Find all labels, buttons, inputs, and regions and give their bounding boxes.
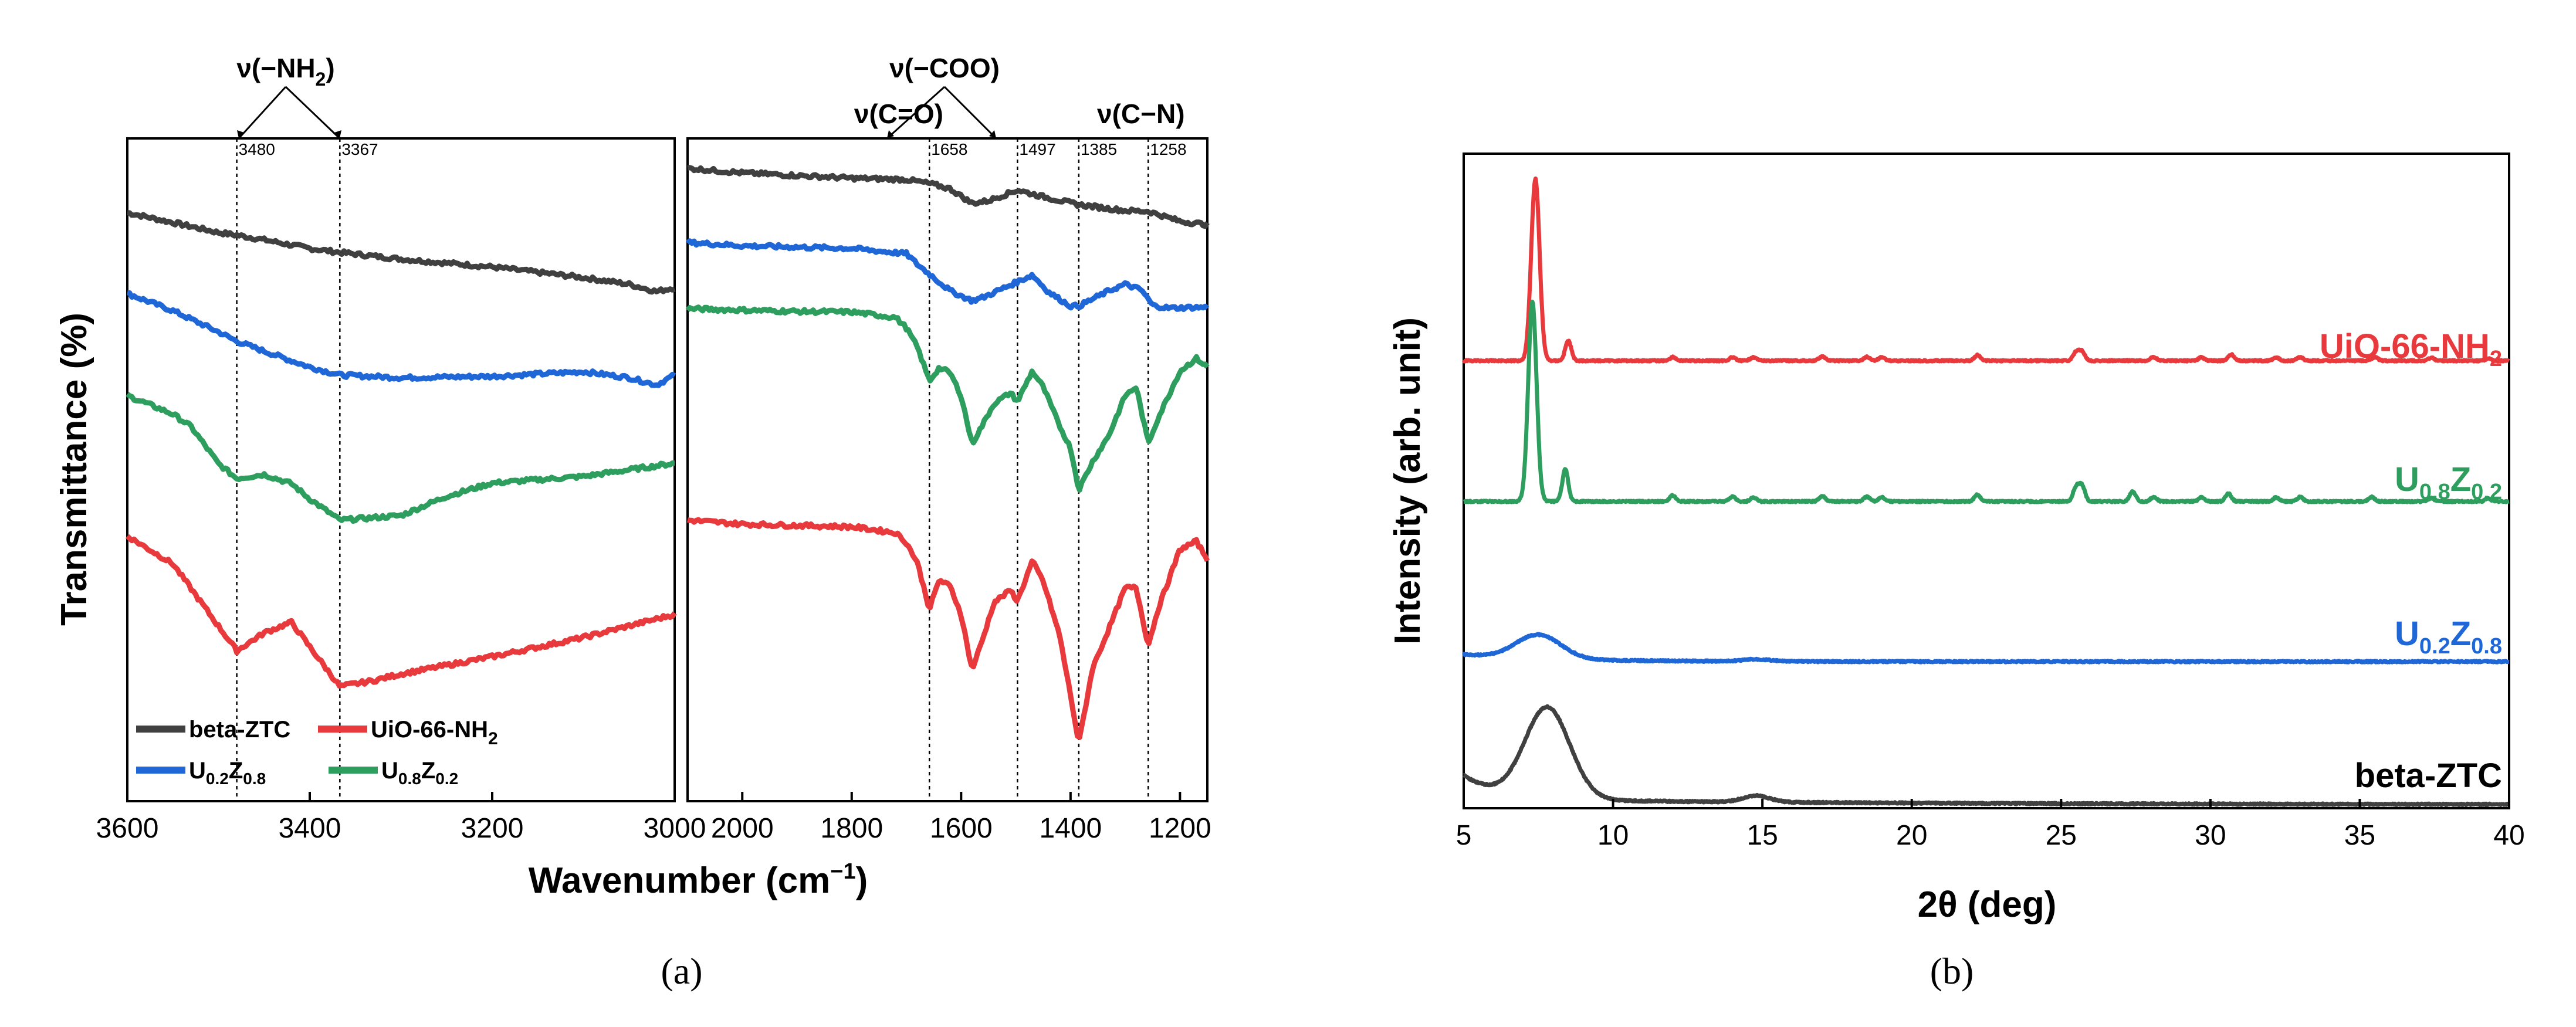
xrd-x-tick-label-40: 40: [2493, 820, 2524, 851]
x-axis-title-2theta: 2θ (deg): [1918, 884, 2057, 925]
ftir-right-reference-label-1258: 1258: [1150, 140, 1186, 158]
xrd-x-tick-label-25: 25: [2046, 820, 2077, 851]
annotation-nh2: ν(−NH2): [236, 53, 334, 90]
panel-a-left-plot: 3480 3367 3600 3400 3200 3000 beta-ZTC UiO-6…: [54, 53, 706, 844]
panel-b-frame: [1463, 152, 2510, 809]
series-label-u02-u: U: [2395, 615, 2419, 653]
xrd-x-tick-label-35: 35: [2344, 820, 2375, 851]
ftir-right-reference-label-1385: 1385: [1081, 140, 1117, 158]
panel-a-right-plot: 1658 1497 1385 1258 2000 1800 1600 1400 1200 ν(…: [685, 53, 1211, 844]
series-label-u02-sub2: 0.8: [2471, 634, 2502, 659]
xrd-series-u0-8z0-2: [1462, 299, 2511, 504]
series-label-u08-sub2: 0.2: [2471, 480, 2502, 504]
series-label-u02-sub1: 0.2: [2419, 634, 2450, 659]
legend-u02-z: Z: [229, 758, 243, 784]
legend-uio-sub: 2: [488, 729, 498, 748]
panel-a-right-frame: [686, 137, 1209, 802]
series-label-beta-ztc: beta-ZTC: [2355, 757, 2502, 795]
ftir-right-x-tick-label-1400: 1400: [1039, 813, 1102, 844]
ftir-right-reference-label-1497: 1497: [1019, 140, 1055, 158]
ftir-left-series-u0-8z0-2: [126, 392, 675, 524]
ftir-right-series-uio-66-nh2: [686, 517, 1210, 740]
ftir-right-series-beta-ztc: [687, 165, 1210, 229]
y-axis-title-transmittance: Transmittance (%): [54, 313, 94, 626]
panel-a-left-frame: [126, 137, 676, 802]
legend-u02-u: U: [189, 758, 206, 784]
ftir-right-x-tick-label-1600: 1600: [930, 813, 993, 844]
series-label-uio-main: UiO-66-NH: [2320, 327, 2490, 365]
series-label-u02-z: Z: [2450, 615, 2471, 653]
legend-u08-sub1: 0.8: [398, 770, 421, 788]
ftir-right-x-tick-label-1200: 1200: [1149, 813, 1211, 844]
xrd-x-tick-label-5: 5: [1456, 820, 1472, 851]
ftir-left-reference-label-3367: 3367: [341, 140, 378, 158]
ftir-left-x-tick-label-3200: 3200: [461, 813, 524, 844]
annotation-nh2-arrows: [238, 86, 341, 140]
x-axis-title-main: Wavenumber (cm: [529, 860, 831, 901]
legend: beta-ZTC UiO-66-NH2 U0.2Z0.8 U0.8Z0.2: [136, 717, 498, 788]
ftir-right-series-u0-2z0-8: [685, 238, 1210, 313]
annotation-cn: ν(C−N): [1097, 99, 1185, 129]
series-label-uio-sub: 2: [2490, 347, 2502, 371]
ftir-left-series-u0-2z0-8: [127, 290, 676, 388]
legend-u08-u: U: [381, 758, 398, 784]
legend-label-u08z02: U0.8Z0.2: [381, 758, 458, 788]
legend-uio-main: UiO-66-NH: [371, 717, 488, 743]
ftir-left-x-tick-label-3000: 3000: [644, 813, 706, 844]
legend-label-uio-66-nh2: UiO-66-NH2: [371, 717, 498, 748]
xrd-x-tick-label-20: 20: [1896, 820, 1927, 851]
annotation-nh2-suffix: ): [326, 53, 334, 83]
ftir-right-x-tick-label-2000: 2000: [711, 813, 774, 844]
series-label-uio-66-nh2: UiO-66-NH2: [2320, 327, 2502, 371]
annotation-coo: ν(−COO): [889, 53, 1000, 83]
annotation-nh2-prefix: ν(−NH: [236, 53, 315, 83]
panel-label-a: (a): [661, 950, 702, 992]
annotation-co: ν(C=O): [854, 99, 943, 129]
legend-u02-sub2: 0.8: [243, 770, 266, 788]
ftir-left-series-beta-ztc: [127, 210, 676, 295]
series-label-u02z08: U0.2Z0.8: [2395, 615, 2502, 659]
xrd-series-beta-ztc: [1462, 704, 2511, 808]
panel-label-b: (b): [1930, 950, 1974, 992]
ftir-left-series-uio-66-nh2: [125, 534, 677, 689]
panel-b-plot: 5 10 15 20 25 30 35 40 UiO-66-NH2 U0.8Z0.2 U0.2…: [1387, 152, 2525, 925]
series-label-u08z02: U0.8Z0.2: [2395, 460, 2502, 504]
series-label-u08-u: U: [2395, 460, 2419, 499]
legend-u02-sub1: 0.2: [206, 770, 229, 788]
legend-u08-z: Z: [421, 758, 435, 784]
ftir-left-reference-label-3480: 3480: [239, 140, 275, 158]
xrd-x-tick-label-30: 30: [2195, 820, 2226, 851]
annotation-nh2-sub: 2: [316, 69, 326, 90]
ftir-right-series-u0-8z0-2: [685, 304, 1210, 493]
ftir-left-x-tick-label-3400: 3400: [279, 813, 341, 844]
ftir-left-x-tick-label-3600: 3600: [96, 813, 159, 844]
series-label-u08-z: Z: [2450, 460, 2471, 499]
annotation-coo-arrows: [886, 86, 997, 140]
xrd-series-uio-66-nh2: [1461, 176, 2511, 364]
ftir-right-reference-label-1658: 1658: [931, 140, 967, 158]
legend-label-u02z08: U0.2Z0.8: [189, 758, 266, 788]
xrd-series-u0-2z0-8: [1461, 632, 2511, 665]
x-axis-title-wavenumber: Wavenumber (cm−1): [529, 859, 868, 901]
x-axis-title-end: ): [856, 860, 868, 901]
xrd-x-tick-label-15: 15: [1746, 820, 1778, 851]
x-axis-title-sup: −1: [830, 859, 855, 884]
y-axis-title-intensity: Intensity (arb. unit): [1387, 317, 1428, 645]
legend-label-beta-ztc: beta-ZTC: [189, 717, 290, 743]
xrd-x-tick-label-10: 10: [1597, 820, 1629, 851]
series-label-u08-sub1: 0.8: [2419, 480, 2450, 504]
legend-u08-sub2: 0.2: [435, 770, 458, 788]
ftir-right-x-tick-label-1800: 1800: [820, 813, 883, 844]
